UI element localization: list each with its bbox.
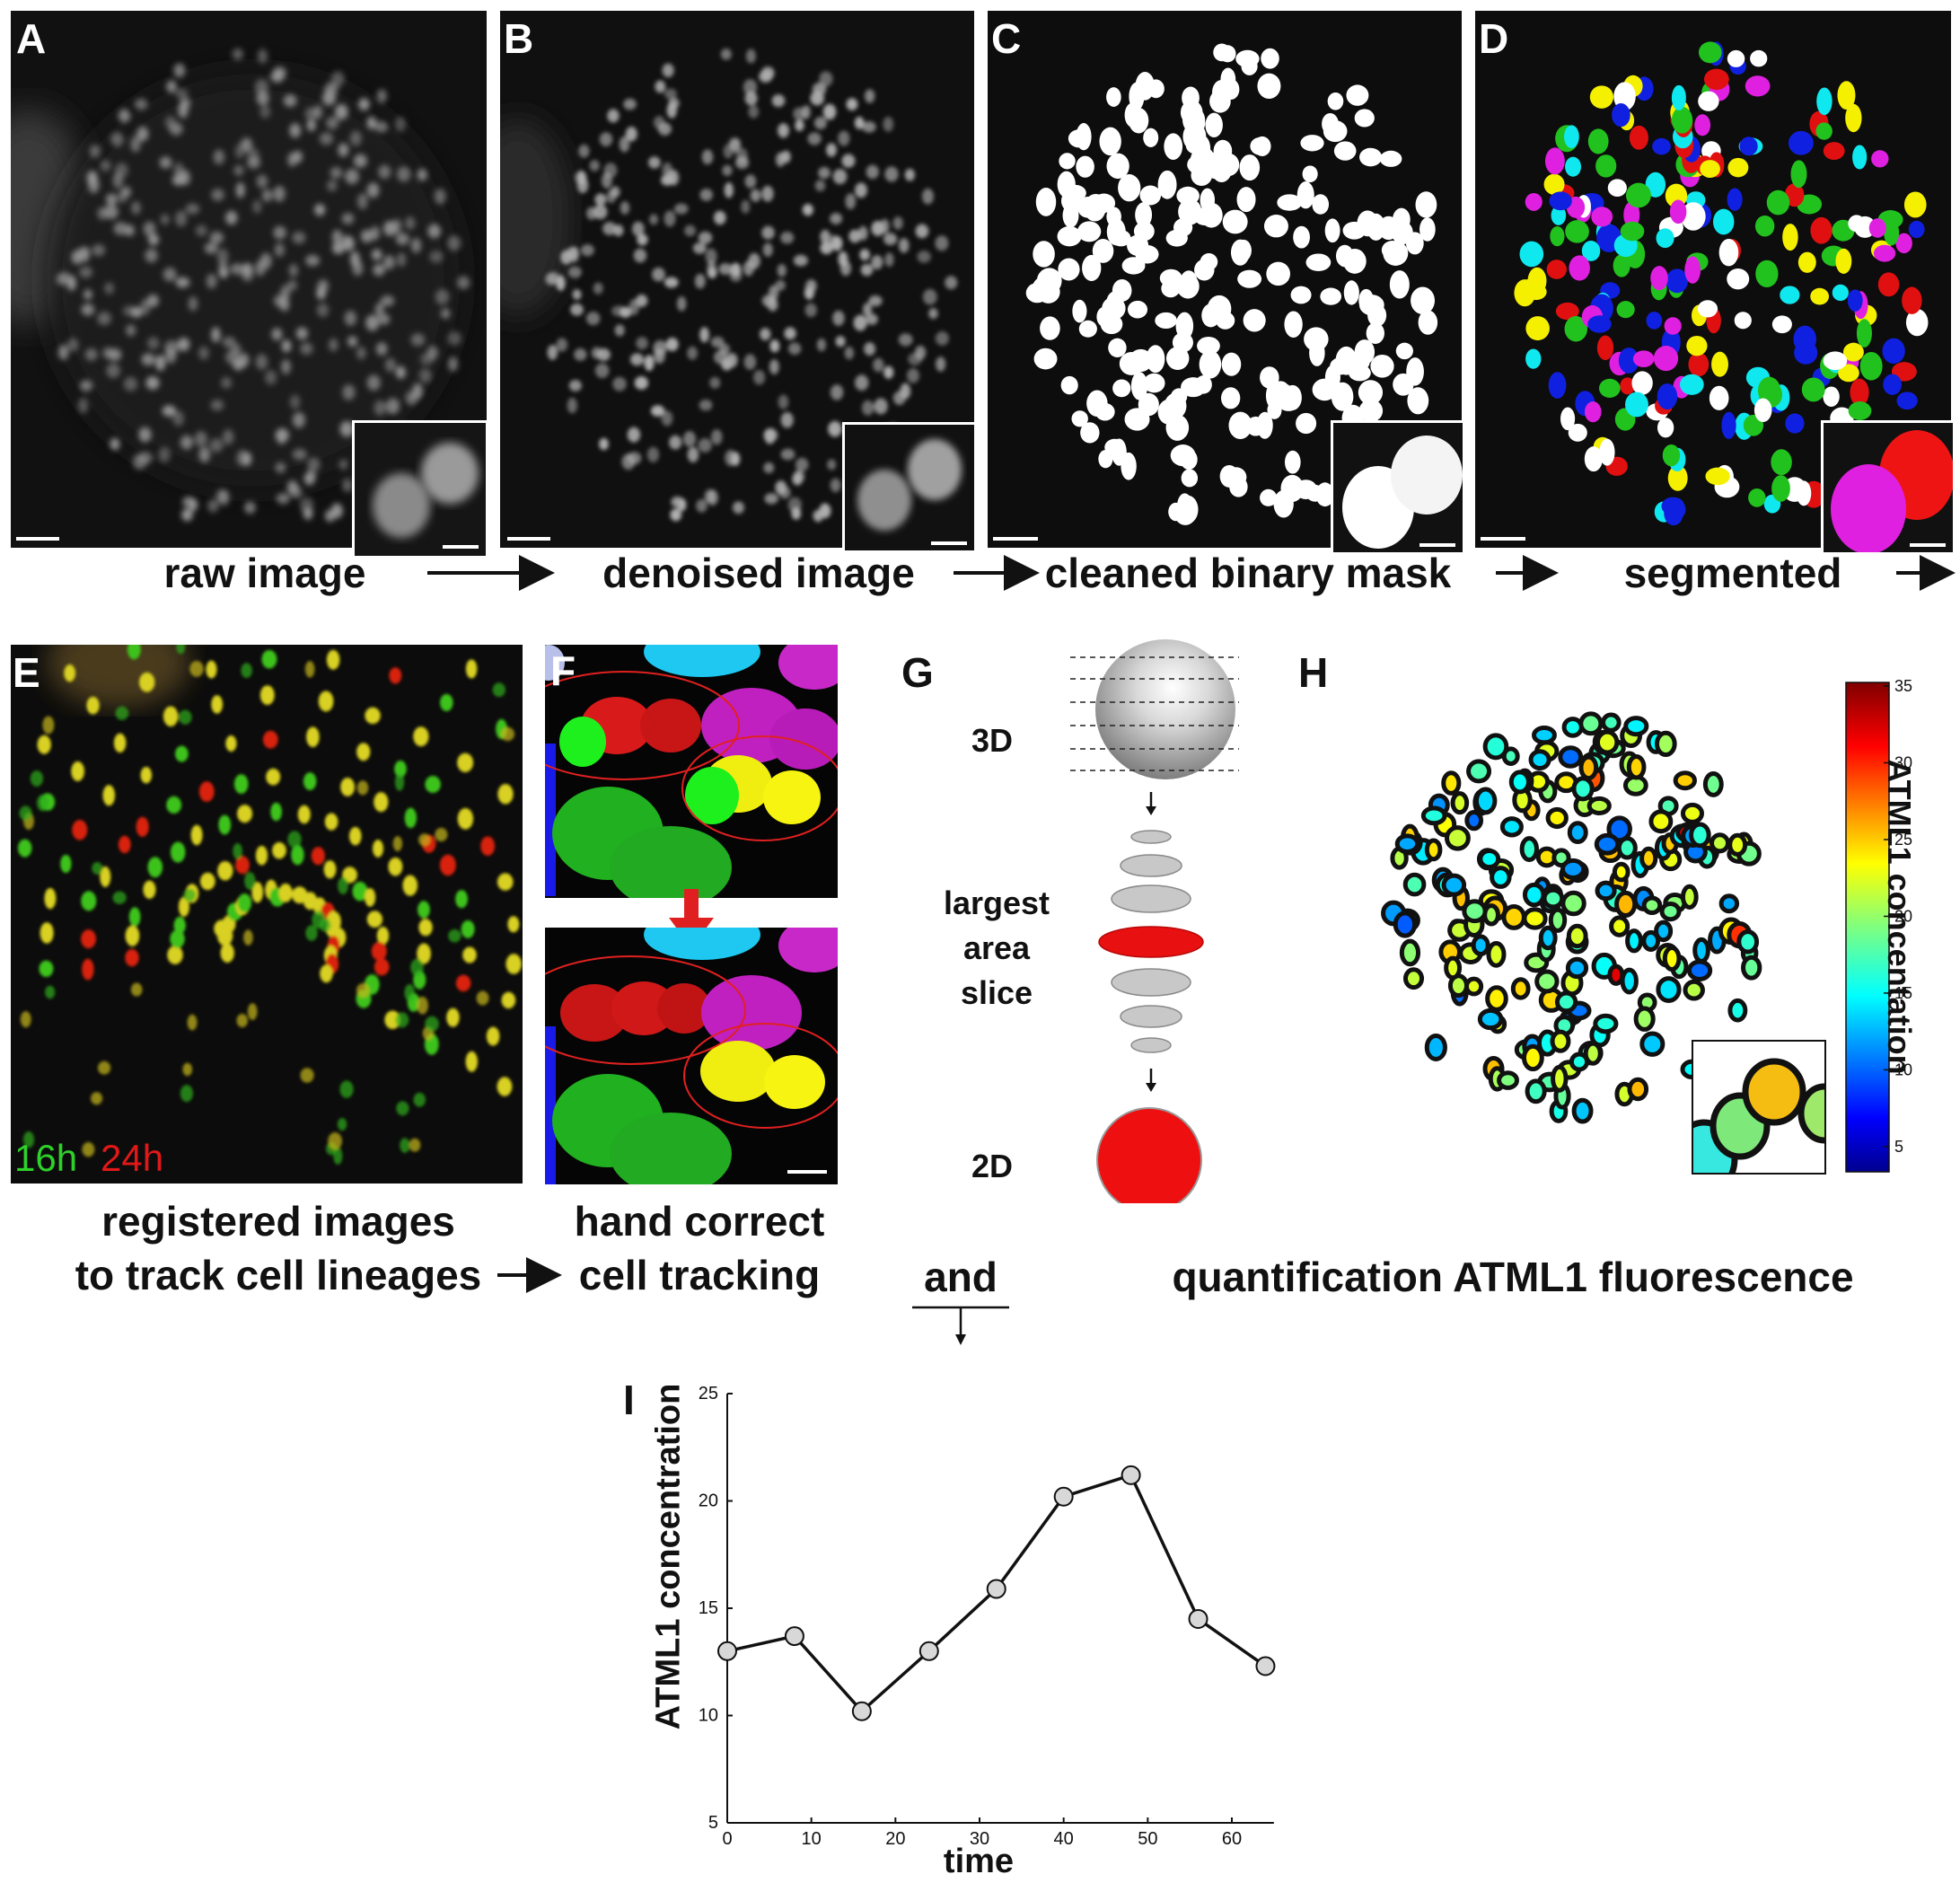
panel-c-inset [1331,420,1465,555]
data-point [986,1579,1006,1599]
panel-f-before: F [545,645,838,898]
slice-1 [1130,830,1172,844]
panel-a-raw-image: A [11,11,487,548]
scale-bar [1481,537,1525,541]
scale-bar [507,537,550,541]
slice-3 [1111,884,1191,913]
panel-h-heatmap-cells [1381,711,1762,1124]
panel-h-inset [1692,1040,1826,1175]
colorbar-tick-label: 35 [1894,677,1912,695]
slice-6 [1120,1005,1182,1028]
panel-d-inset [1821,420,1956,555]
panel-f-after [545,928,838,1184]
registered-overlay-image [17,645,523,1165]
x-tick-label: 30 [970,1829,989,1849]
panel-e-label: E [13,649,40,696]
y-tick-label: 10 [699,1706,718,1726]
panel-a-inset [352,420,488,559]
panel-f-label: F [550,647,576,694]
caption-registered-line1: registered images [101,1198,455,1245]
inset-scale-bar [931,541,967,545]
colorbar-tick-label: 15 [1894,984,1912,1002]
colorbar-tick-label: 25 [1894,831,1912,849]
panel-i-label: I [623,1377,635,1423]
x-tick-label: 50 [1138,1829,1157,1849]
x-tick-label: 10 [802,1829,822,1849]
data-point [1255,1656,1276,1676]
data-point [1121,1465,1141,1485]
slice-7 [1130,1037,1172,1053]
panel-d-segmented: D [1475,11,1951,548]
data-point [851,1701,872,1721]
panel-d-label: D [1479,15,1509,62]
panel-g-slice-diagram [1070,639,1239,1203]
and-connector [912,1306,1009,1345]
inset-scale-bar [1910,543,1946,547]
chart-x-axis-label: time [943,1843,1015,1880]
colorbar: 35 30 25 20 15 10 5 [1845,677,1912,1173]
inset-scale-bar [1419,543,1455,547]
caption-segmented: segmented [1623,550,1842,596]
panel-g-label: G [901,649,934,696]
caption-denoised-image: denoised image [602,550,915,596]
label-3d: 3D [971,722,1014,759]
x-tick-label: 0 [722,1829,732,1849]
colorbar-tick-label: 30 [1894,753,1912,771]
y-tick-label: 5 [708,1813,718,1833]
raw-nuclei-image [11,48,470,523]
data-point [918,1641,939,1661]
colorbar-title: ATML1 concentation [1881,759,1918,1075]
legend-16h: 16h [14,1137,78,1179]
sphere-3d-icon [1095,639,1235,779]
denoised-nuclei-image [500,48,958,523]
y-tick-label: 15 [699,1598,718,1618]
panel-e-registered: E 16h 24h [11,645,523,1183]
label-slice: slice [960,974,1033,1011]
slice-5 [1111,968,1191,997]
label-2d: 2D [971,1148,1014,1184]
caption-and: and [924,1254,998,1300]
slice-2 [1120,854,1182,877]
label-largest: largest [943,884,1050,921]
panel-h-label: H [1298,649,1329,696]
caption-quantification: quantification ATML1 fluorescence [1172,1254,1854,1300]
legend-24h: 24h [101,1137,164,1179]
scale-bar [993,537,1038,541]
y-tick-label: 20 [699,1491,718,1511]
panel-b-inset [842,422,977,553]
colorbar-tick-label: 10 [1894,1060,1912,1078]
x-tick-label: 20 [885,1829,905,1849]
slice-largest [1098,926,1204,958]
panel-a-label: A [16,15,47,62]
colorbar-tick-label: 5 [1894,1138,1903,1156]
panel-c-label: C [991,15,1022,62]
colorbar-tick-label: 20 [1894,907,1912,925]
data-point [784,1626,804,1647]
caption-cleaned-binary-mask: cleaned binary mask [1044,550,1452,596]
circle-2d-icon [1096,1107,1202,1203]
caption-hand-correct-line2: cell tracking [578,1252,821,1298]
data-point [717,1641,737,1661]
tracking-before-render [545,645,838,898]
panel-b-label: B [504,15,534,62]
segmented-image [1514,41,1929,526]
tracking-after-render [545,928,838,1184]
panel-i-line-chart: 5 10 15 20 25 0 10 20 30 40 50 60 [699,1384,1276,1849]
inset-scale-bar [443,545,479,549]
arrow-registered-to-correct [497,1257,562,1293]
scale-bar [16,537,59,541]
caption-registered-line2: to track cell lineages [75,1252,482,1298]
caption-hand-correct-line1: hand correct [574,1198,825,1245]
x-tick-label: 40 [1054,1829,1074,1849]
label-area: area [962,929,1031,966]
binary-mask-image [1025,43,1438,525]
data-point [1053,1486,1074,1507]
chart-y-axis-label: ATML1 concentration [649,1383,688,1730]
data-point [1188,1608,1209,1629]
x-tick-label: 60 [1222,1829,1242,1849]
caption-raw-image: raw image [163,550,366,596]
y-tick-label: 25 [699,1384,718,1403]
